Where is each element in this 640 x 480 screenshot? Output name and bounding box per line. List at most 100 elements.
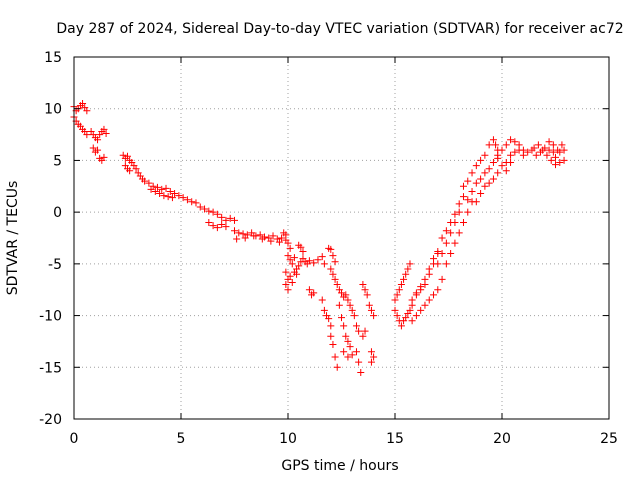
- data-point: [468, 169, 476, 177]
- data-point: [370, 353, 378, 361]
- data-point: [404, 265, 412, 273]
- data-point: [545, 146, 553, 154]
- data-point: [558, 141, 566, 149]
- plot-frame: [73, 56, 610, 420]
- data-point: [124, 152, 131, 160]
- data-point: [412, 312, 420, 320]
- data-point: [297, 243, 305, 251]
- data-point: [318, 253, 326, 261]
- data-point: [421, 301, 429, 309]
- y-tick-label: -15: [39, 360, 62, 376]
- data-point: [539, 146, 547, 154]
- data-point: [338, 314, 345, 322]
- data-point: [160, 192, 168, 200]
- data-point: [498, 162, 506, 170]
- x-tick-label: 25: [600, 431, 618, 447]
- data-point: [340, 322, 348, 330]
- data-point: [412, 289, 420, 297]
- data-point: [235, 229, 243, 237]
- data-point: [464, 208, 472, 216]
- data-point: [502, 141, 510, 149]
- data-point: [188, 198, 196, 206]
- data-point: [459, 193, 467, 201]
- data-point: [464, 177, 472, 185]
- data-point: [320, 260, 328, 268]
- data-point: [489, 136, 497, 144]
- data-point: [552, 153, 559, 161]
- data-point: [233, 235, 241, 243]
- data-point: [549, 141, 557, 149]
- data-point: [327, 245, 335, 253]
- data-point: [365, 301, 373, 309]
- data-point: [267, 237, 275, 245]
- data-point: [552, 161, 559, 169]
- data-point: [269, 232, 277, 240]
- data-point: [286, 244, 294, 252]
- data-point: [494, 169, 502, 177]
- data-point: [447, 250, 455, 258]
- data-point: [293, 270, 301, 278]
- data-point: [145, 179, 153, 187]
- data-point: [481, 169, 489, 177]
- data-point: [367, 306, 375, 314]
- data-point: [442, 239, 450, 247]
- data-point: [331, 275, 339, 283]
- data-point: [361, 327, 369, 335]
- data-point: [100, 153, 108, 161]
- data-point: [239, 230, 247, 238]
- data-point: [256, 231, 264, 239]
- data-point: [545, 138, 553, 146]
- data-point: [310, 289, 318, 297]
- data-point: [554, 146, 562, 154]
- data-point: [83, 107, 91, 115]
- data-point: [391, 296, 399, 304]
- data-point: [327, 265, 335, 273]
- data-point: [434, 247, 442, 255]
- data-point: [393, 312, 401, 320]
- data-point: [560, 156, 568, 164]
- data-point: [284, 239, 292, 247]
- data-point: [485, 141, 493, 149]
- data-point: [468, 187, 476, 195]
- data-point: [421, 275, 429, 283]
- data-point: [408, 317, 416, 325]
- data-point: [455, 208, 463, 216]
- data-point: [79, 100, 87, 108]
- x-tick-label: 15: [386, 431, 404, 447]
- data-point: [481, 151, 489, 159]
- data-point: [367, 358, 375, 366]
- data-point: [344, 337, 352, 345]
- data-point: [430, 291, 438, 299]
- data-point: [451, 239, 459, 247]
- data-point: [425, 265, 433, 273]
- data-point: [192, 199, 200, 207]
- data-point: [560, 146, 568, 154]
- data-point: [485, 179, 493, 187]
- data-point: [288, 260, 296, 268]
- data-point: [348, 306, 356, 314]
- data-point: [524, 148, 532, 156]
- data-point: [357, 368, 365, 376]
- data-point: [489, 158, 497, 166]
- data-point: [393, 291, 401, 299]
- data-point: [305, 257, 313, 265]
- data-point: [352, 322, 360, 330]
- x-tick-label: 5: [177, 431, 186, 447]
- data-point: [179, 194, 187, 202]
- data-point: [340, 348, 348, 356]
- data-point: [438, 275, 446, 283]
- data-point: [100, 125, 108, 133]
- data-point: [278, 234, 286, 242]
- data-point: [361, 286, 369, 294]
- data-point: [459, 182, 467, 190]
- y-tick-label: -10: [39, 309, 62, 325]
- data-point: [438, 250, 446, 258]
- data-point: [455, 229, 463, 237]
- data-point: [350, 312, 358, 320]
- y-tick-label: 0: [53, 205, 62, 221]
- data-point: [477, 156, 485, 164]
- data-point: [158, 185, 166, 193]
- data-point: [209, 222, 217, 230]
- data-point: [342, 332, 350, 340]
- data-point: [370, 312, 378, 320]
